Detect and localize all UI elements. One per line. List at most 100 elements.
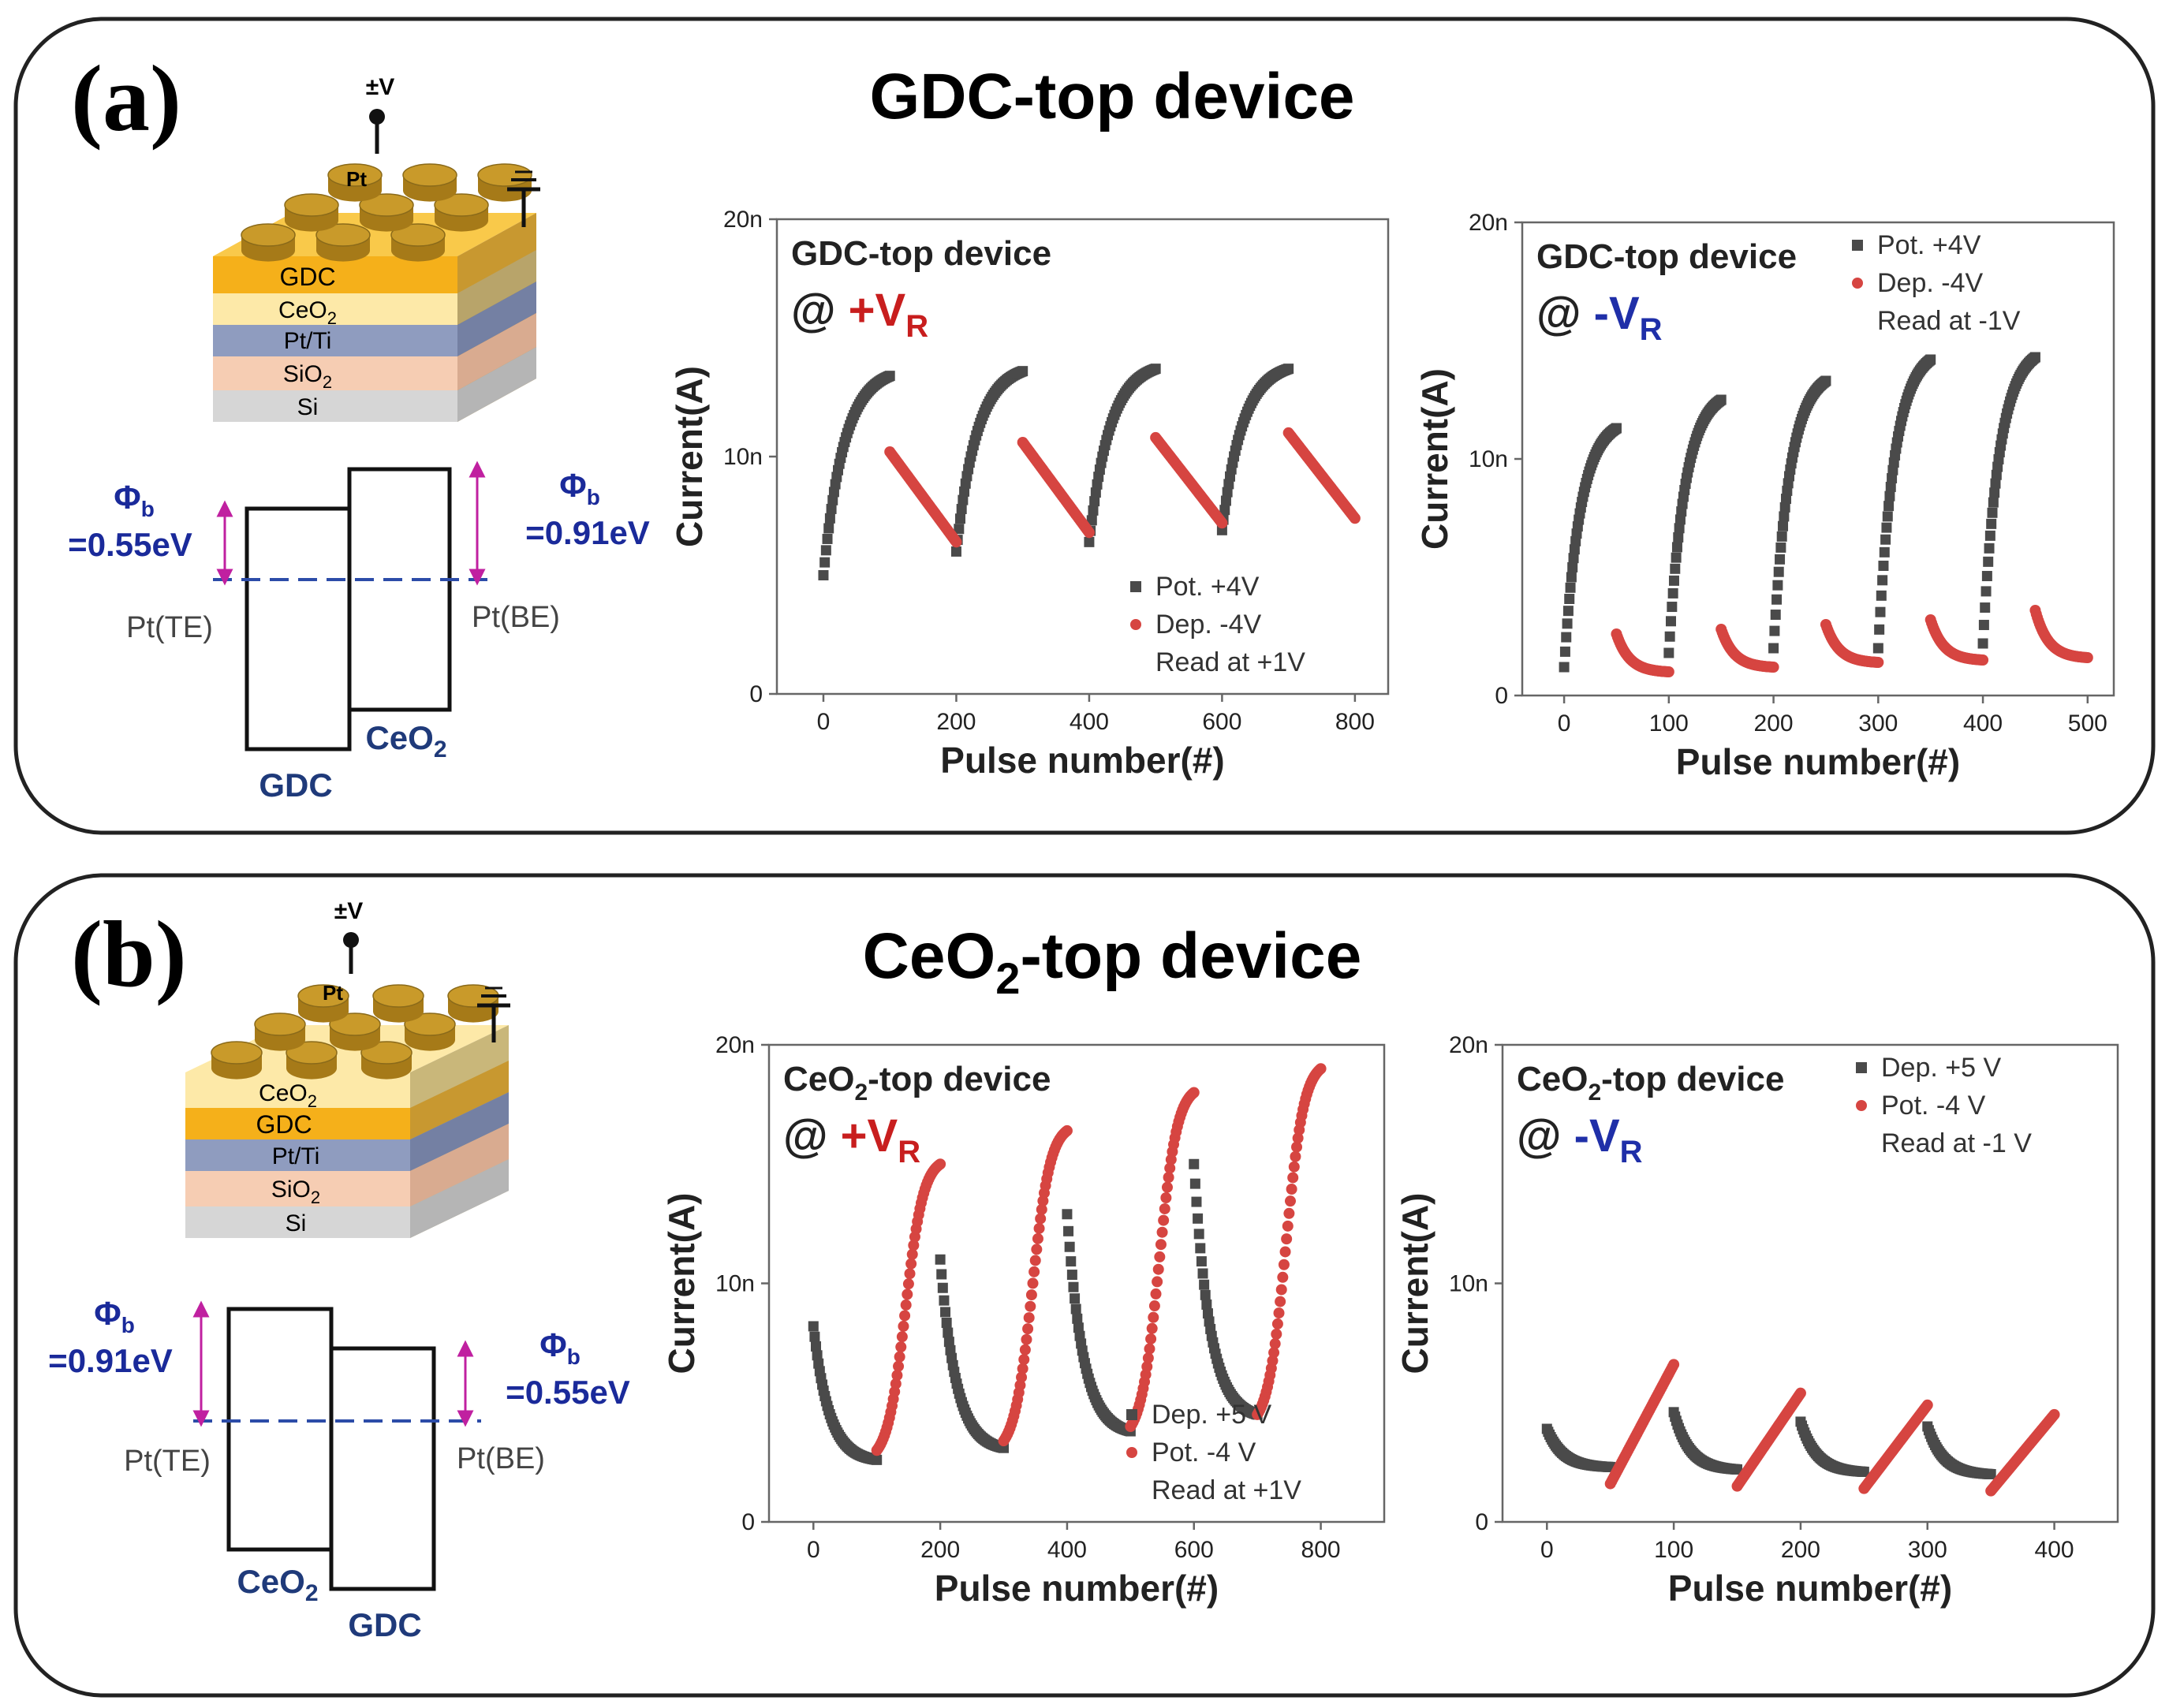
data-point: [812, 1350, 823, 1361]
data-point: [1667, 602, 1678, 613]
layer-label: GDC: [256, 1110, 312, 1139]
pt-electrode: [360, 1041, 413, 1080]
data-point: [1029, 1255, 1041, 1266]
data-point: [950, 546, 961, 557]
data-point: [1220, 495, 1231, 506]
chart-title: CeO2-top device: [783, 1060, 1051, 1106]
layer-2: [185, 1108, 410, 1139]
data-point: [1216, 517, 1228, 529]
data-point: [1663, 647, 1674, 658]
data-point: [1988, 497, 1999, 508]
series-Pot. -4 V: [1604, 1359, 2060, 1497]
y-tick-label: 10n: [723, 444, 763, 470]
data-point: [895, 1341, 907, 1353]
data-point: [1088, 505, 1099, 516]
series-Dep. -4V: [884, 427, 1361, 548]
y-tick-label: 0: [749, 681, 763, 707]
data-point: [1271, 1318, 1283, 1329]
data-point: [1776, 531, 1787, 542]
read-voltage-label: @ +VR: [791, 285, 928, 344]
chart-a-plus: 0 200 400 600 800 0 10n 20n Pulse number(#) Curre…: [669, 207, 1390, 781]
data-point: [1086, 515, 1097, 526]
legend-label: Pot. -4 V: [1881, 1091, 1986, 1121]
data-point: [1150, 1288, 1162, 1300]
data-point: [1061, 1124, 1073, 1136]
x-tick-label: 200: [936, 709, 976, 735]
data-point: [1193, 1213, 1204, 1224]
x-tick-label: 100: [1654, 1537, 1693, 1563]
data-point: [1084, 536, 1095, 547]
y-axis-label: Current(A): [669, 366, 710, 547]
series-Pot. +4V: [818, 364, 1294, 580]
data-point: [1674, 523, 1685, 534]
x-tick-label: 200: [920, 1537, 960, 1563]
data-point: [819, 557, 831, 568]
data-point: [1283, 364, 1294, 375]
legend-label: Pot. +4V: [1877, 230, 1981, 260]
y-axis-label: Current(A): [1414, 368, 1455, 550]
data-point: [1287, 1172, 1299, 1184]
data-point: [1986, 518, 1997, 529]
data-point: [1990, 478, 2001, 489]
data-point: [1874, 624, 1885, 635]
data-point: [1158, 1214, 1170, 1226]
data-point: [954, 524, 965, 535]
probe-tip: [343, 932, 359, 948]
data-point: [1983, 556, 1994, 567]
data-point: [1154, 1251, 1166, 1262]
x-tick-label: 600: [1174, 1537, 1214, 1563]
y-tick-label: 10n: [715, 1271, 755, 1297]
pt-electrode: [211, 1041, 263, 1080]
data-point: [1875, 606, 1886, 617]
y-axis-label: Current(A): [661, 1193, 702, 1374]
data-point: [1872, 657, 1884, 668]
y-tick-label: 20n: [723, 207, 763, 233]
ground-symbol: [477, 986, 510, 1042]
data-point: [936, 1269, 947, 1280]
data-point: [935, 1254, 946, 1265]
layer-label: GDC: [279, 263, 335, 291]
data-point: [1269, 1338, 1281, 1350]
legend-label: Read at +1V: [1155, 647, 1305, 677]
pt-electrode: [372, 984, 424, 1023]
data-point: [1794, 1387, 1806, 1399]
data-point: [1282, 1220, 1294, 1232]
device-stack: CeO2 GDC Pt/Ti SiO2 Si Pt ±V: [185, 898, 510, 1238]
data-point: [1977, 638, 1988, 649]
data-point: [950, 536, 962, 548]
data-point: [1018, 1354, 1030, 1366]
data-point: [945, 1344, 956, 1356]
data-point: [1278, 1259, 1290, 1270]
x-tick-label: 800: [1301, 1537, 1341, 1563]
legend-marker-black: [1130, 581, 1141, 592]
data-point: [1872, 643, 1883, 654]
data-point: [1286, 1183, 1297, 1195]
data-point: [1142, 1352, 1154, 1364]
data-point: [823, 523, 834, 534]
data-point: [884, 371, 895, 382]
data-point: [1987, 507, 1998, 518]
x-tick-label: 0: [1540, 1537, 1554, 1563]
data-point: [1290, 1150, 1301, 1162]
band-layer-label-left: CeO2: [237, 1563, 318, 1606]
panel-title: CeO2-top device: [863, 920, 1362, 1003]
read-voltage-label: @ -VR: [1536, 288, 1663, 347]
panel-letter: (a): [71, 46, 181, 151]
data-point: [1732, 1464, 1743, 1475]
data-point: [1146, 1322, 1158, 1334]
data-point: [1775, 542, 1786, 553]
x-tick-label: 200: [1754, 710, 1794, 737]
data-point: [1772, 580, 1783, 591]
data-point: [1980, 586, 1992, 597]
data-point: [956, 504, 967, 515]
data-point: [827, 494, 838, 505]
data-point: [1769, 625, 1780, 636]
y-tick-label: 0: [741, 1509, 755, 1535]
data-point: [1567, 561, 1578, 572]
data-point: [1778, 520, 1789, 531]
x-tick-label: 500: [2068, 710, 2107, 737]
data-point: [1664, 631, 1675, 642]
series-Dep. -4V: [1611, 605, 2093, 677]
data-point: [1150, 364, 1161, 375]
data-point: [2081, 652, 2093, 663]
